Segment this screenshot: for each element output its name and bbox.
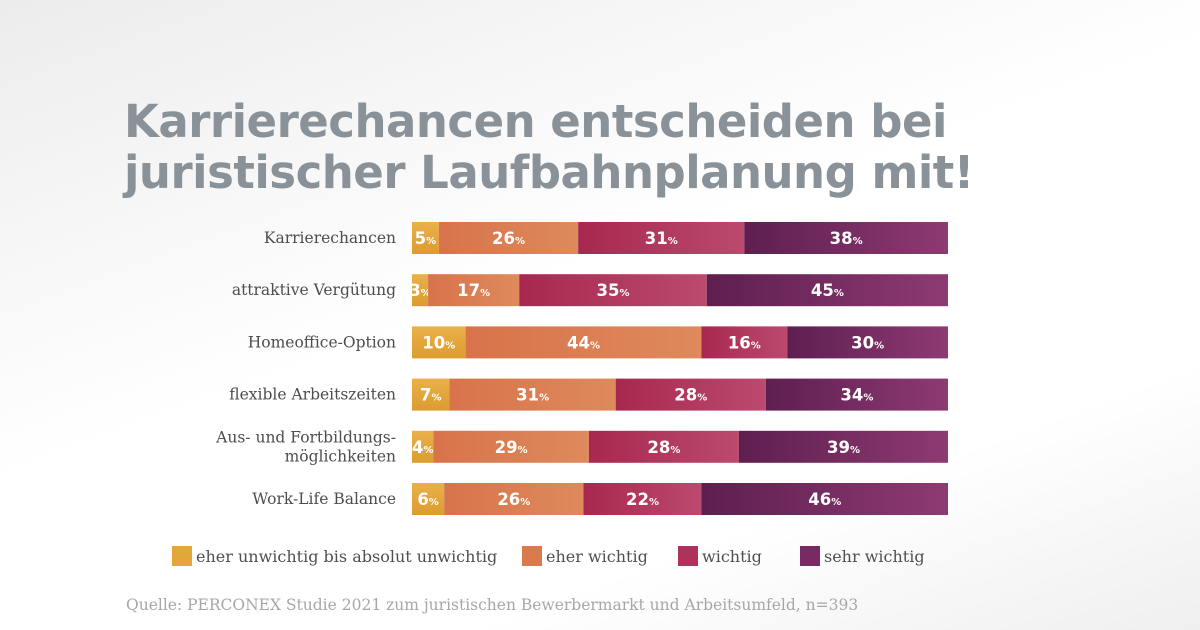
legend-item-wichtig: wichtig — [678, 546, 762, 566]
bar-segment-work-life-balance-s2 — [583, 483, 702, 515]
legend-item-eher-wichtig: eher wichtig — [522, 546, 648, 566]
data-label-karrierechancen-s0: 5% — [415, 229, 437, 248]
bar-segment-karrierechancen-s1 — [438, 222, 579, 254]
legend-label-wichtig: wichtig — [702, 546, 762, 566]
bar-segment-aus-und-fortbildungs-möglichkeiten-s2 — [588, 430, 739, 463]
data-label-flexible-arbeitszeiten-s2: 28% — [674, 386, 707, 405]
bar-segment-karrierechancen-s0 — [412, 222, 439, 254]
bar-segment-karrierechancen-s3 — [744, 222, 948, 254]
bar-segment-flexible-arbeitszeiten-s1 — [449, 378, 616, 411]
category-label-homeoffice-option: Homeoffice-Option — [248, 333, 396, 351]
data-label-homeoffice-option-s2: 16% — [728, 333, 761, 352]
chart-title-line-2: juristischer Laufbahnplanung mit! — [124, 146, 974, 199]
data-label-attraktive-vergütung-s2: 35% — [597, 281, 630, 300]
bar-segment-work-life-balance-s3 — [701, 483, 948, 515]
bar-segment-aus-und-fortbildungs-möglichkeiten-s1 — [433, 430, 589, 463]
chart-title: Karrierechancen entscheiden bei juristis… — [124, 96, 1124, 198]
category-label-attraktive-vergütung: attraktive Vergütung — [232, 281, 396, 299]
category-label-karrierechancen: Karrierechancen — [264, 229, 396, 247]
legend-swatch-eher-unwichtig — [172, 546, 192, 566]
data-label-attraktive-vergütung-s0: 3% — [409, 281, 431, 300]
bar-segment-aus-und-fortbildungs-möglichkeiten-s0 — [412, 430, 434, 463]
data-label-homeoffice-option-s1: 44% — [567, 333, 600, 352]
data-label-flexible-arbeitszeiten-s3: 34% — [840, 386, 873, 405]
bar-segment-flexible-arbeitszeiten-s3 — [765, 378, 948, 411]
bar-segment-attraktive-vergütung-s3 — [706, 274, 948, 307]
data-label-aus-und-fortbildungs-möglichkeiten-s1: 29% — [495, 438, 528, 457]
chart-title-line-1: Karrierechancen entscheiden bei — [124, 95, 947, 148]
data-label-aus-und-fortbildungs-möglichkeiten-s0: 4% — [412, 438, 434, 457]
bar-segment-flexible-arbeitszeiten-s0 — [412, 378, 450, 411]
data-label-work-life-balance-s3: 46% — [808, 490, 841, 509]
data-label-flexible-arbeitszeiten-s0: 7% — [420, 386, 442, 405]
category-label-flexible-arbeitszeiten: flexible Arbeitszeiten — [229, 386, 396, 404]
data-label-aus-und-fortbildungs-möglichkeiten-s3: 39% — [827, 438, 860, 457]
data-label-aus-und-fortbildungs-möglichkeiten-s2: 28% — [647, 438, 680, 457]
source-note: Quelle: PERCONEX Studie 2021 zum juristi… — [126, 596, 859, 614]
data-label-karrierechancen-s2: 31% — [645, 229, 678, 248]
data-label-karrierechancen-s3: 38% — [830, 229, 863, 248]
chart-legend: eher unwichtig bis absolut unwichtig ehe… — [172, 546, 972, 570]
data-label-attraktive-vergütung-s1: 17% — [457, 281, 490, 300]
bar-segment-homeoffice-option-s0 — [412, 326, 466, 359]
legend-label-eher-wichtig: eher wichtig — [546, 546, 648, 566]
bar-segment-attraktive-vergütung-s0 — [412, 274, 429, 307]
bar-segment-homeoffice-option-s1 — [465, 326, 702, 359]
legend-swatch-eher-wichtig — [522, 546, 542, 566]
data-label-karrierechancen-s1: 26% — [492, 229, 525, 248]
legend-label-eher-unwichtig: eher unwichtig bis absolut unwichtig — [196, 546, 498, 566]
data-label-homeoffice-option-s0: 10% — [422, 333, 455, 352]
bar-segment-attraktive-vergütung-s2 — [519, 274, 707, 307]
legend-swatch-sehr-wichtig — [800, 546, 820, 566]
data-label-attraktive-vergütung-s3: 45% — [811, 281, 844, 300]
bar-segment-homeoffice-option-s2 — [701, 326, 788, 359]
data-label-work-life-balance-s0: 6% — [417, 490, 439, 509]
category-label-work-life-balance: Work-Life Balance — [252, 490, 396, 508]
bar-segment-work-life-balance-s1 — [444, 483, 584, 515]
bar-segment-homeoffice-option-s3 — [787, 326, 948, 359]
data-label-work-life-balance-s1: 26% — [497, 490, 530, 509]
legend-item-sehr-wichtig: sehr wichtig — [800, 546, 925, 566]
bar-segment-flexible-arbeitszeiten-s2 — [615, 378, 766, 411]
legend-swatch-wichtig — [678, 546, 698, 566]
bar-segment-aus-und-fortbildungs-möglichkeiten-s3 — [738, 430, 948, 463]
stacked-bar-chart: Karrierechancen 5% 26% 31% 38% attraktive Ver… — [215, 222, 948, 515]
data-label-work-life-balance-s2: 22% — [626, 490, 659, 509]
bar-segment-attraktive-vergütung-s1 — [428, 274, 520, 307]
bar-segment-karrierechancen-s2 — [578, 222, 745, 254]
bar-segment-work-life-balance-s0 — [412, 483, 445, 515]
legend-label-sehr-wichtig: sehr wichtig — [824, 546, 925, 566]
data-label-flexible-arbeitszeiten-s1: 31% — [516, 386, 549, 405]
legend-item-eher-unwichtig: eher unwichtig bis absolut unwichtig — [172, 546, 497, 566]
category-label-aus-und-fortbildungs-möglichkeiten: Aus- und Fortbildungs-möglichkeiten — [215, 428, 396, 465]
data-label-homeoffice-option-s3: 30% — [851, 333, 884, 352]
